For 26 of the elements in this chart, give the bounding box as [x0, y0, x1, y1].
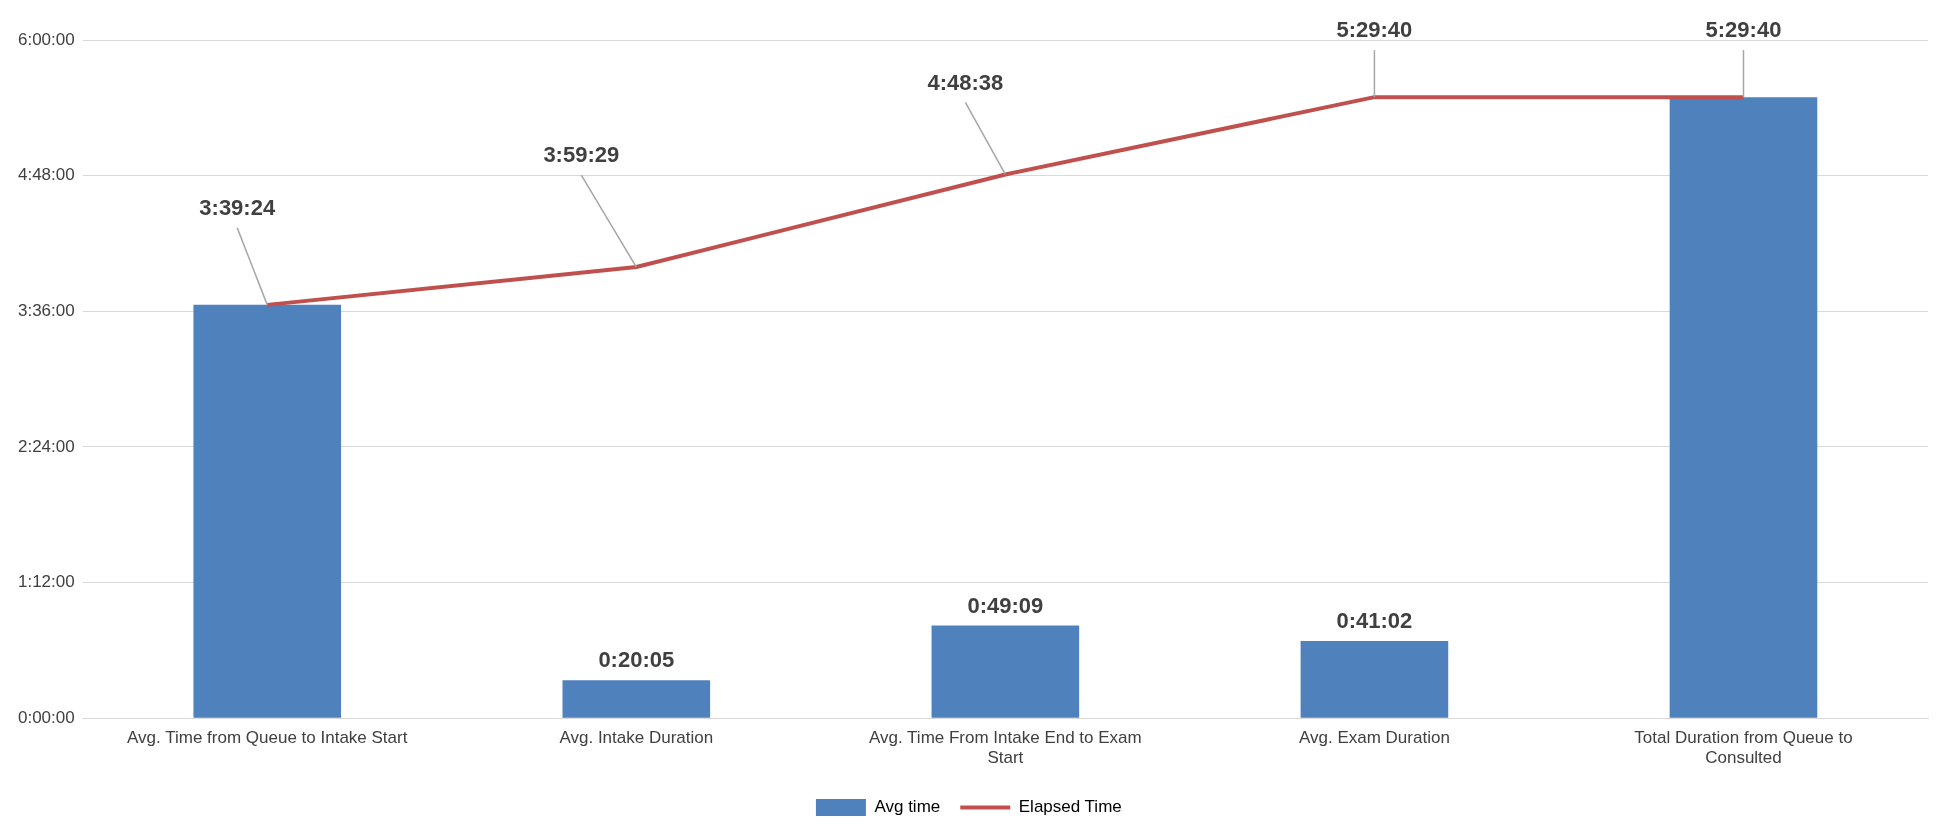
x-tick-label: Avg. Time from Queue to Intake Start	[127, 728, 408, 748]
data-label: 5:29:40	[1705, 17, 1782, 43]
data-label: 3:59:29	[543, 142, 620, 168]
bar	[931, 625, 1080, 718]
y-tick-label: 1:12:00	[17, 572, 75, 592]
data-label: 5:29:40	[1336, 17, 1413, 43]
x-tick-label: Avg. Time From Intake End to Exam Start	[868, 728, 1142, 768]
y-tick-label: 2:24:00	[17, 436, 75, 456]
bar	[1300, 640, 1449, 718]
legend-label: Elapsed Time	[1018, 797, 1122, 817]
data-label: 4:48:38	[927, 69, 1004, 95]
legend-label: Avg time	[874, 797, 941, 817]
y-tick-label: 0:00:00	[17, 707, 75, 727]
data-label: 0:20:05	[598, 647, 675, 673]
bar	[562, 680, 711, 718]
data-label: 0:41:02	[1336, 607, 1413, 633]
x-tick-label: Avg. Exam Duration	[1298, 728, 1450, 748]
x-tick-label: Total Duration from Queue to Consulted	[1634, 728, 1853, 768]
bar	[193, 304, 342, 718]
bar	[1669, 97, 1818, 718]
y-tick-label: 3:36:00	[17, 300, 75, 320]
data-label: 0:49:09	[967, 592, 1044, 618]
x-tick-label: Avg. Intake Duration	[559, 728, 714, 748]
y-tick-label: 4:48:00	[17, 165, 75, 185]
y-tick-label: 6:00:00	[17, 29, 75, 49]
data-label: 3:39:24	[199, 194, 276, 220]
